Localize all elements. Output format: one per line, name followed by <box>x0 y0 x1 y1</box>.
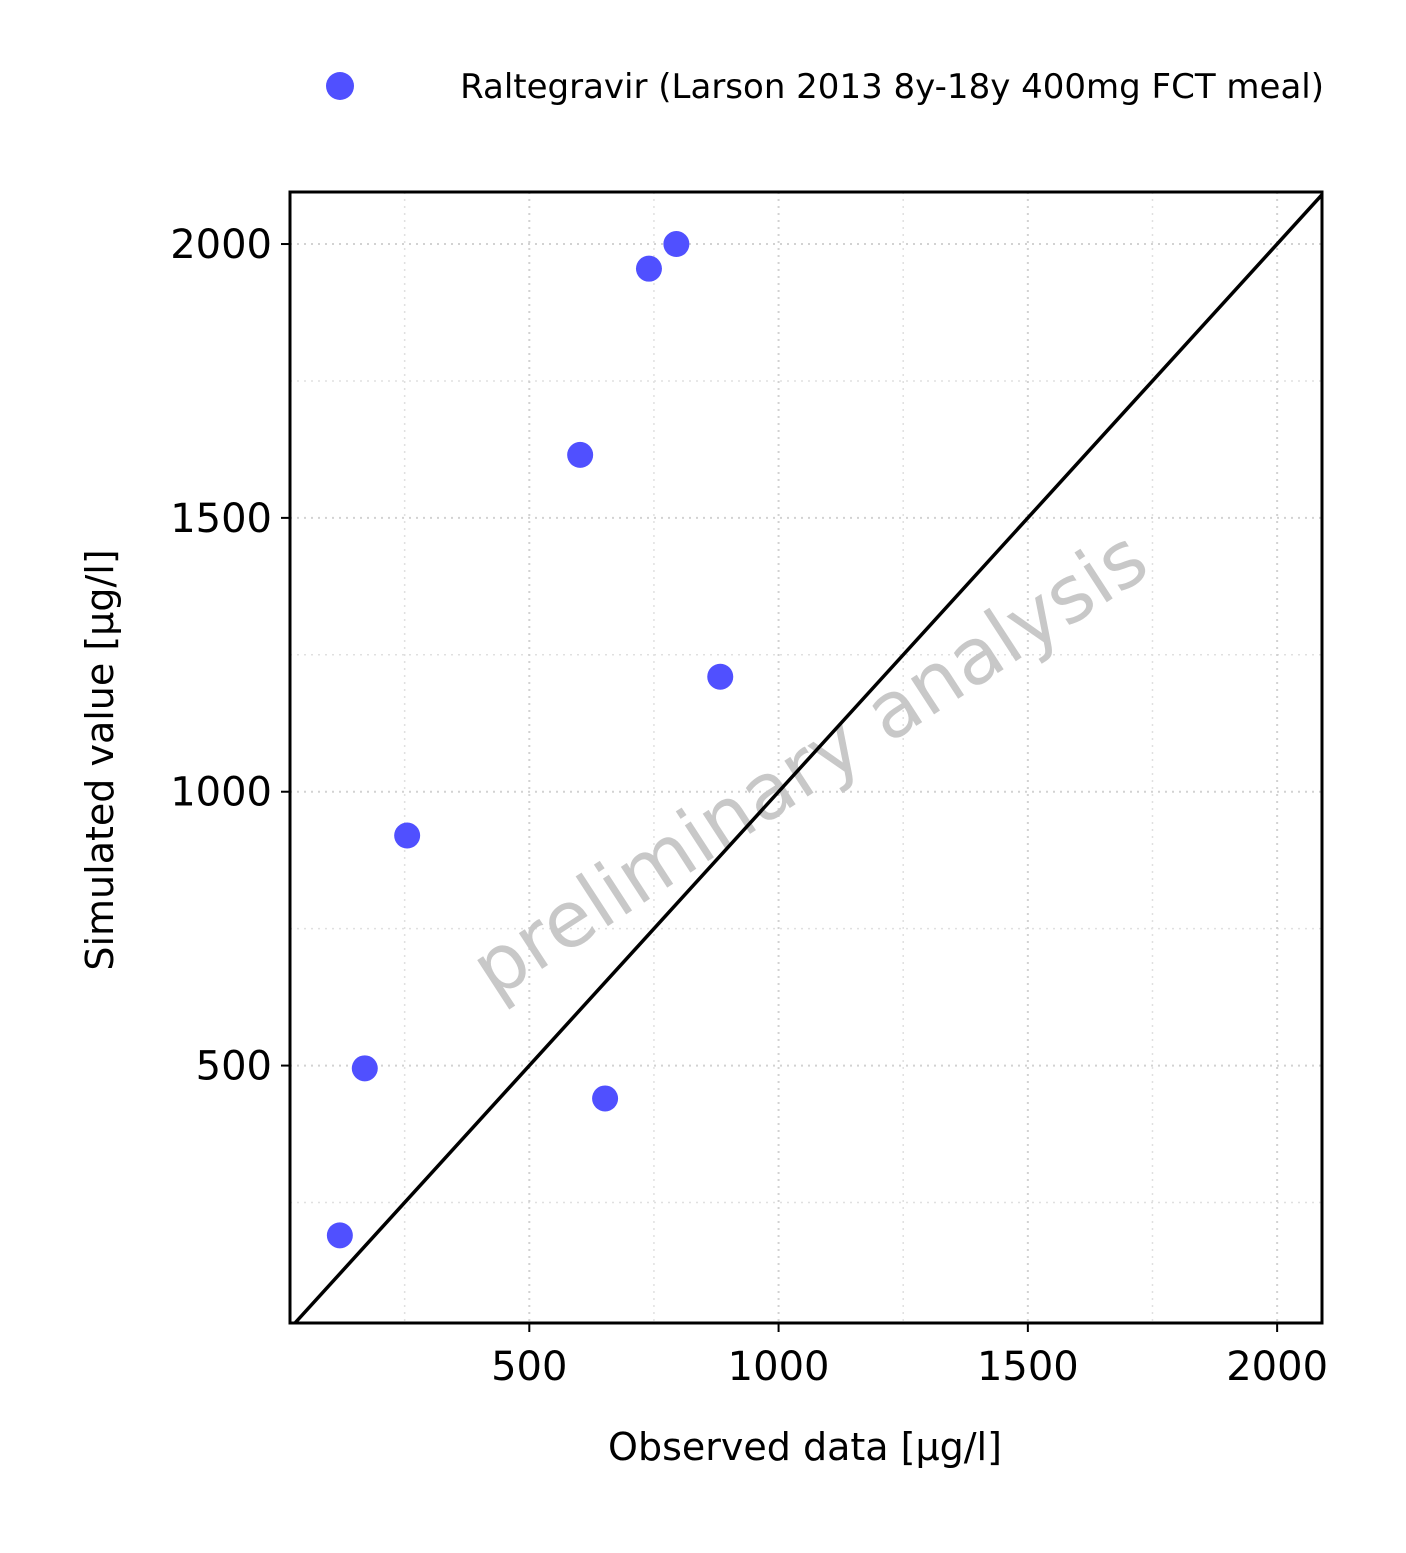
data-point <box>394 822 421 849</box>
y-tick-label: 500 <box>196 1044 272 1090</box>
data-point <box>635 255 662 282</box>
legend-label: Raltegravir (Larson 2013 8y-18y 400mg FC… <box>460 67 1324 107</box>
identity-line <box>293 193 1324 1325</box>
x-tick-label: 1000 <box>728 1344 830 1390</box>
x-tick-label: 1500 <box>977 1344 1079 1390</box>
legend-marker <box>326 72 354 100</box>
plot-frame <box>288 190 1324 1325</box>
watermark: preliminary analysis <box>456 513 1163 1016</box>
data-point <box>351 1055 378 1082</box>
y-tick-label: 1000 <box>170 770 272 816</box>
data-point <box>663 231 690 258</box>
data-point <box>326 1222 353 1249</box>
axis-ticks: 500 1000 1500 2000 500 1000 1500 2000 <box>170 222 1328 1390</box>
y-tick-label: 2000 <box>170 222 272 268</box>
x-tick-label: 2000 <box>1226 1344 1328 1390</box>
data-point <box>592 1085 619 1112</box>
data-point <box>567 441 594 468</box>
y-tick-label: 1500 <box>170 496 272 542</box>
legend: Raltegravir (Larson 2013 8y-18y 400mg FC… <box>326 67 1324 107</box>
data-points <box>326 231 734 1249</box>
data-point <box>707 663 734 690</box>
y-axis-title: Simulated value [µg/l] <box>78 549 122 970</box>
x-axis-title: Observed data [µg/l] <box>608 1425 1002 1469</box>
x-tick-label: 500 <box>491 1344 567 1390</box>
